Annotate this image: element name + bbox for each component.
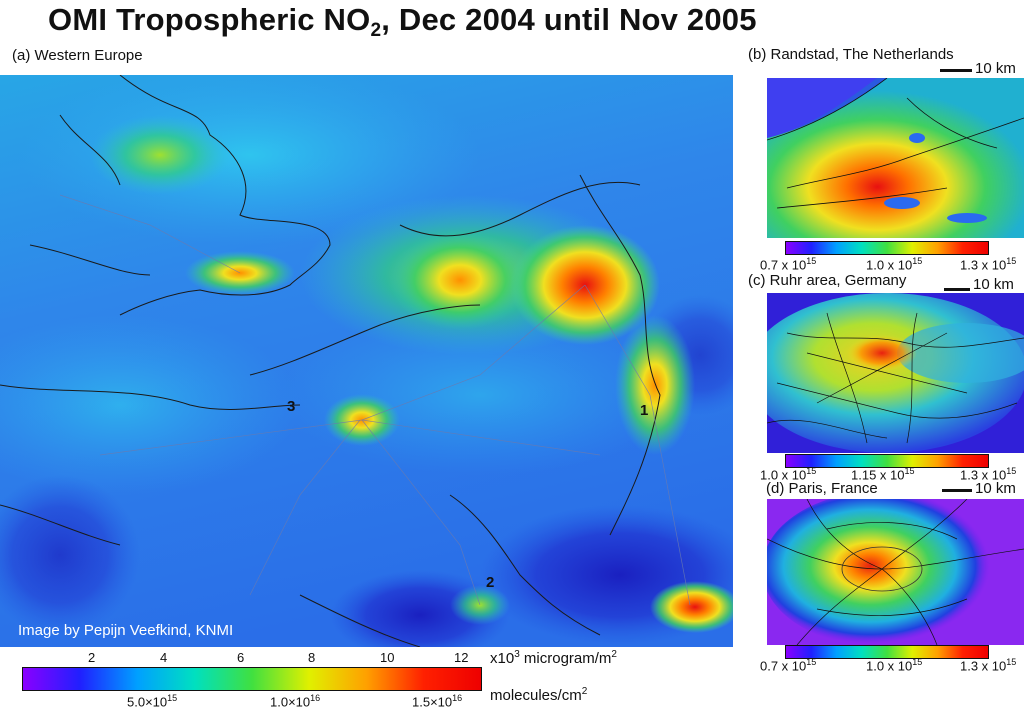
panel-c-colorbar [785, 454, 989, 468]
colorbar-tick: 8 [308, 650, 316, 665]
panel-d-colorbar-tick: 1.0 x 1015 [866, 657, 923, 674]
colorbar-tick: 2 [88, 650, 96, 665]
panel-b-scale-label: 10 km [975, 60, 1016, 77]
panel-d-colorbar [785, 645, 989, 659]
panel-d-colorbar-tick: 0.7 x 1015 [760, 657, 817, 674]
panel-b-colorbar [785, 241, 989, 255]
panel-d-colorbar-tick: 1.3 x 1015 [960, 657, 1017, 674]
colorbar-tick: 10 [380, 650, 395, 665]
main-colorbar [22, 667, 482, 691]
colorbar-tick: 1.5×1016 [412, 693, 463, 710]
colorbar-unit-column: molecules/cm2 [490, 686, 588, 704]
panel-c-colorbar-tick: 1.15 x 1015 [851, 466, 915, 483]
paris-map [767, 499, 1024, 645]
page-title: OMI Tropospheric NO2, Dec 2004 until Nov… [48, 2, 757, 41]
main-colorbar-bottom-ticks: 5.0×1015 1.0×1016 1.5×1016 [120, 693, 500, 709]
panel-d-scale-bar [942, 489, 972, 492]
panel-d-label: (d) Paris, France [766, 480, 878, 497]
panel-b-colorbar-tick: 1.3 x 1015 [960, 256, 1017, 273]
panel-b-scale-bar [940, 69, 972, 72]
colorbar-tick: 12 [454, 650, 469, 665]
colorbar-unit-mass: x103 microgram/m2 [490, 649, 617, 667]
panel-c-label: (c) Ruhr area, Germany [748, 272, 907, 289]
panel-b-colorbar-tick: 0.7 x 1015 [760, 256, 817, 273]
map-marker-2: 2 [486, 574, 495, 591]
western-europe-map [0, 75, 733, 647]
randstad-map [767, 78, 1024, 238]
panel-c-scale-label: 10 km [973, 276, 1014, 293]
ruhr-map [767, 293, 1024, 453]
colorbar-tick: 5.0×1015 [127, 693, 178, 710]
panel-a-label: (a) Western Europe [12, 47, 143, 64]
main-colorbar-top-ticks: 2 4 6 8 10 12 [60, 650, 480, 668]
panel-d-scale-label: 10 km [975, 480, 1016, 497]
colorbar-tick: 6 [237, 650, 245, 665]
panel-c-colorbar-tick: 1.3 x 1015 [960, 466, 1017, 483]
panel-b-colorbar-tick: 1.0 x 1015 [866, 256, 923, 273]
map-marker-3: 3 [287, 398, 296, 415]
panel-c-colorbar-tick: 1.0 x 1015 [760, 466, 817, 483]
map-marker-1: 1 [640, 402, 649, 419]
colorbar-tick: 4 [160, 650, 168, 665]
panel-c-scale-bar [944, 288, 970, 291]
panel-b-label: (b) Randstad, The Netherlands [748, 46, 954, 63]
image-credit: Image by Pepijn Veefkind, KNMI [18, 622, 234, 639]
colorbar-tick: 1.0×1016 [270, 693, 321, 710]
